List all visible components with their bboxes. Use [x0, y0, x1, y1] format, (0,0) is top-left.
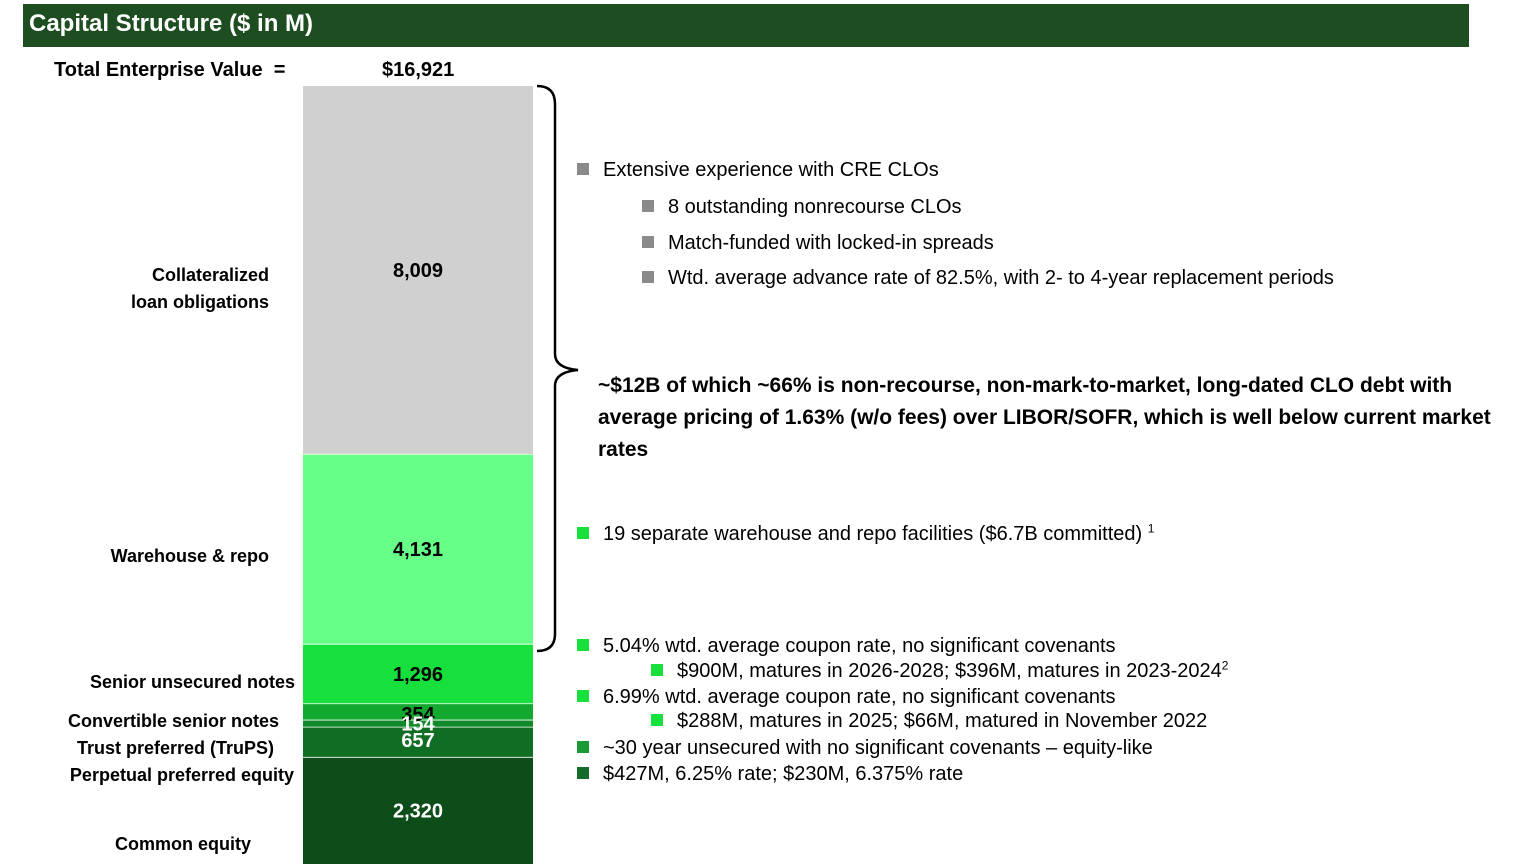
category-label-clo-line1: Collateralized — [151, 265, 269, 285]
green-square-icon — [577, 740, 589, 753]
bar-value-label-collateralized-loan-obligations: 8,009 — [393, 260, 443, 282]
bullet-senior-main-text: 5.04% wtd. average coupon rate, no signi… — [603, 635, 1116, 657]
debt-callout: ~$12B of which ~66% is non-recourse, non… — [598, 374, 1491, 461]
bullet-clo-sub2-text: Match-funded with locked-in spreads — [668, 232, 994, 254]
green-square-icon — [577, 638, 589, 651]
stacked-bar — [303, 86, 533, 864]
bullet-trups: ~30 year unsecured with no significant c… — [577, 736, 1153, 760]
page-title: Capital Structure ($ in M) — [29, 10, 314, 37]
header-bar: Capital Structure ($ in M) — [23, 4, 1469, 47]
bullet-clo-sub2: Match-funded with locked-in spreads — [642, 231, 994, 255]
category-label-convertible: Convertible senior notes — [67, 711, 279, 731]
footnote-2: 2 — [1221, 658, 1229, 673]
bar-value-label-common-equity: 2,320 — [393, 801, 443, 823]
category-label-perpetual: Perpetual preferred equity — [69, 765, 294, 785]
bar-segment-warehouse-repo — [303, 454, 533, 645]
bullet-warehouse-text: 19 separate warehouse and repo facilitie… — [603, 523, 1143, 545]
bracket — [536, 84, 579, 653]
green-square-icon — [651, 713, 663, 726]
dark-green-square-icon — [577, 766, 589, 779]
bullet-perpetual: $427M, 6.25% rate; $230M, 6.375% rate — [577, 762, 963, 786]
category-label-trups: Trust preferred (TruPS) — [76, 738, 274, 758]
bullet-clo-sub1: 8 outstanding nonrecourse CLOs — [642, 195, 962, 219]
tev-equals: = — [273, 59, 286, 81]
bar-value-label-trust-preferred-trups: 154 — [401, 714, 435, 736]
green-square-icon — [577, 689, 589, 702]
category-label-clo: Collateralized loan obligations — [131, 262, 269, 316]
bullet-conv-main: 6.99% wtd. average coupon rate, no signi… — [577, 685, 1116, 709]
bullet-conv-sub-text: $288M, matures in 2025; $66M, matured in… — [677, 710, 1208, 732]
green-square-icon — [651, 663, 663, 676]
bar-value-label-perpetual-preferred-equity: 657 — [401, 730, 434, 752]
total-enterprise-value-label: Total Enterprise Value = — [54, 59, 285, 82]
bullet-conv-main-text: 6.99% wtd. average coupon rate, no signi… — [603, 686, 1116, 708]
category-label-common: Common equity — [114, 834, 251, 854]
bullet-clo-sub3: Wtd. average advance rate of 82.5%, with… — [642, 266, 1334, 290]
bullet-senior-sub-text: $900M, matures in 2026-2028; $396M, matu… — [677, 660, 1222, 682]
green-square-icon — [577, 526, 589, 539]
gray-square-icon — [577, 162, 589, 175]
total-enterprise-value: $16,921 — [382, 59, 455, 81]
bar-segment-convertible-senior-notes — [303, 703, 533, 721]
bar-segment-collateralized-loan-obligations — [303, 86, 533, 455]
category-label-warehouse: Warehouse & repo — [110, 546, 269, 566]
bar-segment-trust-preferred-trups — [303, 720, 533, 728]
gray-square-icon — [642, 235, 654, 248]
bar-value-label-convertible-senior-notes: 354 — [401, 704, 435, 726]
bullet-clo-sub1-text: 8 outstanding nonrecourse CLOs — [668, 196, 962, 218]
footnote-1: 1 — [1147, 521, 1155, 536]
bullet-clo-sub3-text: Wtd. average advance rate of 82.5%, with… — [668, 267, 1334, 289]
gray-square-icon — [642, 199, 654, 212]
bullet-clo-main: Extensive experience with CRE CLOs — [577, 158, 939, 182]
bar-value-label-warehouse-repo: 4,131 — [393, 539, 443, 561]
bullet-senior-sub: $900M, matures in 2026-2028; $396M, matu… — [651, 659, 1228, 683]
tev-label-text: Total Enterprise Value — [54, 59, 263, 81]
bullet-clo-main-text: Extensive experience with CRE CLOs — [603, 159, 939, 181]
bullet-perpetual-text: $427M, 6.25% rate; $230M, 6.375% rate — [603, 763, 964, 785]
bar-value-label-senior-unsecured-notes: 1,296 — [393, 664, 443, 686]
bar-segment-common-equity — [303, 757, 533, 864]
bullet-warehouse: 19 separate warehouse and repo facilitie… — [577, 522, 1154, 546]
bar-segment-perpetual-preferred-equity — [303, 727, 533, 758]
bullet-conv-sub: $288M, matures in 2025; $66M, matured in… — [651, 709, 1207, 733]
bar-segment-senior-unsecured-notes — [303, 644, 533, 704]
gray-square-icon — [642, 270, 654, 283]
category-label-clo-line2: loan obligations — [131, 292, 269, 312]
bullet-senior-main: 5.04% wtd. average coupon rate, no signi… — [577, 634, 1116, 658]
category-label-senior: Senior unsecured notes — [89, 672, 295, 692]
bullet-trups-text: ~30 year unsecured with no significant c… — [603, 737, 1153, 759]
